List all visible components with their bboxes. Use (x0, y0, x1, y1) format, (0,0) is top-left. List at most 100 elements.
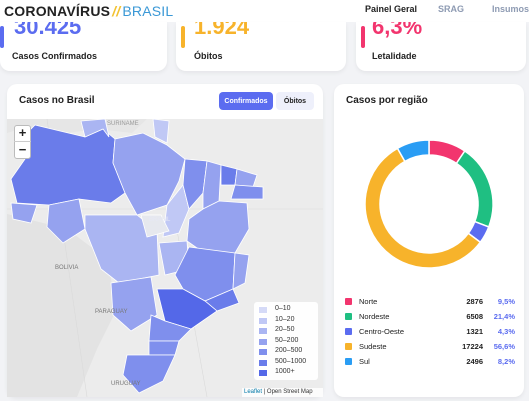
scale-row: 10–20 (258, 316, 316, 327)
legend-row-norte: Norte 2876 9,5% (345, 297, 515, 308)
legend-value: 1321 (466, 327, 483, 336)
legend-value: 2876 (466, 297, 483, 306)
scale-row: 20–50 (258, 326, 316, 337)
label-brasil: BRASIL (149, 217, 171, 223)
toggle-obitos-button[interactable]: Óbitos (276, 92, 314, 110)
legend-row-sudeste: Sudeste 17224 56,6% (345, 342, 515, 353)
state-espirito-santo[interactable] (232, 252, 250, 290)
attribution-text: | Open Street Map (263, 389, 313, 395)
legend-percent: 9,5% (497, 297, 515, 306)
scale-swatch (258, 327, 268, 335)
scale-label: 10–20 (275, 315, 295, 323)
toggle-confirmados-button[interactable]: Confirmados (219, 92, 273, 110)
brand-main: CORONAVÍRUS (4, 3, 111, 19)
legend-name: Sul (359, 357, 370, 366)
scale-row: 200–500 (258, 347, 316, 358)
state-santa-catarina[interactable] (148, 340, 180, 356)
legend-value: 17224 (462, 342, 483, 351)
scale-swatch (258, 348, 268, 356)
region-card: Casos por região (334, 84, 524, 397)
scale-row: 500–1000 (258, 358, 316, 369)
nav-insumos[interactable]: Insumos (492, 4, 529, 14)
state-ceara[interactable] (220, 164, 238, 186)
scale-swatch (258, 316, 268, 325)
state-amapa[interactable] (152, 119, 170, 144)
zoom-in-button[interactable]: + (14, 125, 31, 142)
scale-row: 0–10 (258, 305, 316, 316)
nav-srag[interactable]: SRAG (438, 4, 465, 14)
label-uruguay: URUGUAY (111, 381, 141, 387)
legend-name: Sudeste (359, 342, 387, 351)
state-pa-mt-border[interactable] (140, 214, 170, 238)
legend-name: Norte (359, 297, 378, 306)
map-card-title: Casos no Brasil (19, 95, 95, 106)
state-parana[interactable] (148, 314, 192, 342)
legend-name: Centro-Oeste (359, 327, 405, 336)
kpi-letalidade: 6,3% Letalidade (356, 22, 526, 71)
legend-swatch (345, 358, 352, 365)
brand-separator: // (112, 3, 121, 19)
legend-swatch (345, 298, 352, 305)
scale-label: 0–10 (275, 305, 291, 312)
kpi-accent-bar (361, 26, 365, 48)
state-paraiba-pernambuco[interactable] (230, 184, 264, 200)
brand-country: BRASIL (122, 3, 174, 19)
donut-slice-sul[interactable] (396, 139, 430, 163)
scale-label: 500–1000 (275, 357, 307, 365)
legend-percent: 21,4% (493, 312, 515, 321)
region-donut-chart[interactable] (354, 129, 504, 279)
scale-swatch (258, 306, 268, 314)
legend-name: Nordeste (359, 312, 390, 321)
legend-row-centro-oeste: Centro-Oeste 1321 4,3% (345, 327, 515, 338)
scale-row: 50–200 (258, 337, 316, 348)
label-bolivia: BOLIVIA (55, 265, 78, 271)
zoom-out-button[interactable]: − (18, 142, 27, 157)
zoom-control (14, 125, 31, 159)
label-suriname: SURINAME (107, 121, 139, 127)
scale-label: 50–200 (275, 336, 299, 344)
state-maranhao[interactable] (182, 158, 208, 210)
label-paraguay: PARAGUAY (95, 309, 127, 315)
map-attribution: Leaflet | Open Street Map (242, 388, 323, 397)
legend-row-sul: Sul 2496 8,2% (345, 357, 515, 368)
brand-logo[interactable]: CORONAVÍRUS//BRASIL (4, 3, 173, 19)
kpi-accent-bar (181, 26, 185, 48)
legend-swatch (345, 343, 352, 350)
legend-swatch (345, 313, 352, 320)
region-card-title: Casos por região (346, 95, 428, 106)
state-roraima[interactable] (80, 119, 110, 138)
state-rondonia[interactable] (46, 198, 86, 244)
kpi-label: Casos Confirmados (12, 51, 98, 61)
kpi-obitos: 1.924 Óbitos (176, 22, 346, 71)
state-rio-grande-do-sul[interactable] (122, 354, 176, 394)
kpi-accent-bar (0, 26, 4, 48)
legend-percent: 56,6% (493, 342, 515, 351)
legend-row-nordeste: Nordeste 6508 21,4% (345, 312, 515, 323)
legend-value: 2496 (466, 357, 483, 366)
state-mato-grosso-do-sul[interactable] (110, 276, 158, 332)
scale-label: 200–500 (275, 347, 303, 354)
brazil-map[interactable]: SURINAME BRASIL BOLIVIA PARAGUAY URUGUAY (7, 119, 323, 397)
legend-swatch (345, 328, 352, 335)
legend-percent: 4,3% (497, 327, 515, 336)
neighbor-country (7, 214, 117, 397)
donut-slice-nordeste[interactable] (455, 149, 494, 228)
leaflet-link[interactable]: Leaflet (244, 389, 263, 395)
kpi-casos-confirmados: 30.425 Casos Confirmados (0, 22, 167, 71)
state-acre[interactable] (10, 202, 38, 224)
scale-row: 1000+ (258, 368, 316, 379)
kpi-value: 6,3% (372, 22, 423, 39)
top-bar: CORONAVÍRUS//BRASIL (0, 0, 529, 22)
scale-swatch (258, 369, 268, 377)
kpi-value: 30.425 (14, 22, 82, 39)
state-para[interactable] (112, 132, 186, 216)
kpi-label: Letalidade (372, 51, 417, 61)
scale-label: 20–50 (275, 326, 295, 333)
kpi-label: Óbitos (194, 51, 223, 61)
scale-swatch (258, 337, 268, 346)
neighbor-country (7, 119, 147, 133)
legend-value: 6508 (466, 312, 483, 321)
nav-painel-geral[interactable]: Painel Geral (365, 4, 418, 14)
legend-percent: 8,2% (497, 357, 515, 366)
donut-slice-sudeste[interactable] (364, 147, 482, 269)
